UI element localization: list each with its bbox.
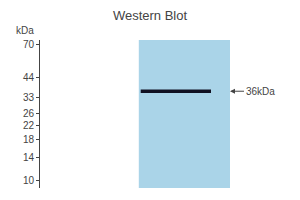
svg-text:18: 18 xyxy=(23,134,35,145)
svg-text:36kDa: 36kDa xyxy=(246,86,275,97)
svg-text:14: 14 xyxy=(23,152,35,163)
svg-text:kDa: kDa xyxy=(16,25,34,36)
svg-text:Western Blot: Western Blot xyxy=(113,8,188,23)
svg-text:70: 70 xyxy=(23,39,35,50)
svg-text:33: 33 xyxy=(23,92,35,103)
svg-text:26: 26 xyxy=(23,108,35,119)
svg-text:44: 44 xyxy=(23,72,35,83)
svg-text:10: 10 xyxy=(23,175,35,186)
svg-text:22: 22 xyxy=(23,120,35,131)
